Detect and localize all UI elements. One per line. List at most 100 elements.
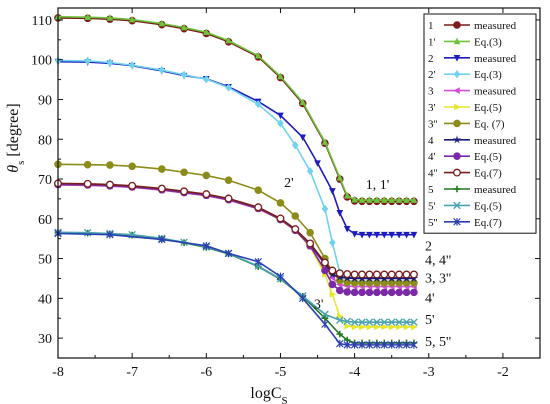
legend: 1 measured 1' Eq.(3) 2 measured 2' Eq.(3) 3 measu… (423, 13, 537, 234)
legend-label: measured (474, 20, 517, 32)
data-point (202, 190, 211, 199)
data-point (373, 231, 381, 239)
data-point (358, 231, 366, 239)
y-tick-label: 60 (38, 213, 52, 228)
y-tick-label: 90 (38, 93, 52, 108)
legend-entry: 5'' Eq.(7) (428, 217, 502, 229)
data-point (225, 36, 232, 44)
data-point (180, 168, 188, 177)
data-point (403, 231, 410, 239)
x-axis-title-main: logC (250, 385, 281, 402)
data-point (203, 75, 210, 84)
data-point (343, 270, 352, 279)
legend-id: 4' (428, 151, 436, 163)
annotation-label: 2' (284, 176, 294, 191)
data-point (277, 119, 284, 128)
data-point (402, 279, 411, 287)
legend-label: Eq.(3) (474, 69, 502, 81)
data-point (299, 134, 307, 142)
legend-label: Eq.(7) (474, 168, 502, 180)
annotation-label: 5, 5'' (425, 335, 451, 350)
data-point (358, 318, 366, 326)
data-point (395, 270, 404, 279)
legend-label: Eq.(7) (474, 217, 502, 229)
data-point (106, 230, 114, 239)
data-point (380, 288, 389, 297)
data-point (276, 214, 285, 223)
data-point (254, 186, 263, 194)
data-point (321, 320, 329, 328)
data-point (387, 288, 396, 297)
data-point (402, 318, 411, 326)
data-point (336, 210, 344, 217)
data-point (366, 231, 373, 239)
legend-label: measured (474, 135, 517, 147)
data-point (388, 323, 396, 331)
data-point (409, 270, 418, 279)
data-point (410, 279, 418, 287)
series-line (57, 232, 414, 346)
data-point (224, 194, 233, 203)
legend-entry: 4' Eq.(5) (428, 151, 502, 163)
x-tick-label: -2 (497, 365, 509, 380)
data-point (387, 270, 396, 279)
data-point (254, 51, 262, 59)
data-point (291, 212, 300, 220)
x-tick-label: -5 (275, 365, 287, 380)
data-point (351, 323, 359, 331)
data-point (84, 56, 91, 65)
legend-id: 3' (428, 102, 436, 114)
data-point (365, 279, 374, 287)
data-point (380, 196, 388, 203)
series-2 (54, 12, 418, 203)
legend-label: Eq.(5) (474, 151, 502, 163)
data-point (365, 270, 374, 279)
data-point (366, 196, 373, 203)
data-point (380, 279, 389, 287)
data-point (306, 166, 314, 176)
data-point (128, 162, 136, 171)
data-point (351, 231, 358, 238)
data-point (365, 288, 374, 297)
data-point (276, 199, 285, 207)
legend-label: Eq.(5) (474, 200, 502, 212)
data-point (84, 13, 91, 20)
legend-swatch-marker (453, 168, 461, 177)
data-point (328, 280, 337, 289)
legend-swatch-marker (453, 218, 461, 226)
data-point (335, 269, 344, 278)
data-point (335, 316, 344, 325)
data-point (395, 341, 403, 349)
data-point (224, 176, 233, 185)
data-point (358, 341, 366, 349)
annotations-layer: 1, 1' 2 2' 4, 4'' 3, 3'' 4' 3' 5' 5, 5'' (284, 176, 451, 350)
data-point (343, 317, 351, 326)
data-point (350, 341, 359, 349)
legend-label: measured (474, 86, 517, 98)
data-point (387, 279, 396, 287)
data-point (180, 23, 188, 31)
data-point (128, 15, 136, 23)
legend-swatch-marker (452, 135, 462, 144)
data-point (158, 65, 166, 75)
data-point (106, 14, 114, 21)
legend-swatch-marker (453, 55, 461, 62)
data-point (351, 195, 358, 203)
plot-frame (57, 7, 541, 359)
legend-entry: 4'' Eq.(7) (428, 168, 502, 180)
y-axis-title-sub: s (15, 161, 27, 165)
annotation-label: 4, 4'' (425, 254, 451, 269)
data-point (343, 191, 351, 199)
data-point (335, 286, 344, 295)
data-point (365, 318, 374, 326)
data-point (395, 196, 403, 203)
data-point (254, 100, 262, 109)
legend-entry: 2' Eq.(3) (428, 69, 502, 81)
data-point (224, 249, 233, 258)
data-point (329, 188, 336, 195)
data-point (291, 141, 299, 150)
x-tick-label: -7 (126, 365, 138, 380)
y-axis-title: θs [degree] (5, 103, 27, 172)
data-point (395, 279, 403, 287)
